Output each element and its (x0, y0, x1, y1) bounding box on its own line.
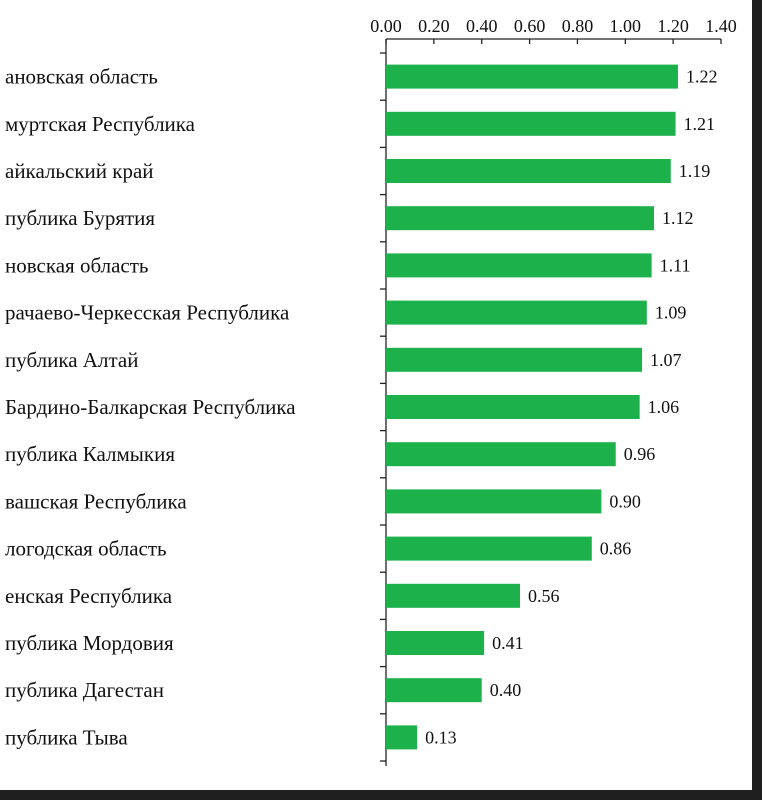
bar (386, 159, 671, 183)
category-label: публика Тыва (5, 725, 128, 749)
category-label: публика Бурятия (5, 206, 155, 230)
bar-value-label: 1.07 (650, 350, 682, 370)
bar (386, 678, 482, 703)
bar-chart: 0.00 0.20 0.40 0.60 0.80 1.00 1.20 1.40 1.22 анов… (5, 16, 737, 766)
bar (386, 253, 652, 278)
bar (386, 536, 592, 561)
bar-value-label: 0.90 (609, 491, 641, 511)
category-label: логодская область (5, 537, 167, 561)
x-tick-label: 1.20 (657, 16, 689, 36)
bar-value-label: 1.09 (655, 303, 687, 323)
bar (386, 300, 647, 325)
bar (386, 206, 655, 231)
x-tick-label: 0.00 (370, 16, 402, 36)
x-tick-label: 1.00 (610, 16, 642, 36)
bar-value-label: 1.12 (662, 208, 694, 228)
category-label: айкальский край (5, 159, 154, 183)
category-label: публика Дагестан (5, 678, 164, 702)
bar (386, 111, 676, 136)
bar-value-label: 1.19 (679, 161, 711, 181)
x-tick-label: 0.40 (466, 16, 498, 36)
x-tick-label: 0.80 (562, 16, 594, 36)
bar-value-label: 0.41 (492, 633, 524, 653)
category-label: Бардино-Балкарская Республика (5, 395, 296, 419)
category-label: енская Республика (5, 584, 173, 608)
bar (386, 64, 678, 89)
bar-value-label: 0.56 (528, 586, 560, 606)
bar (386, 442, 616, 467)
x-tick-label: 0.20 (418, 16, 450, 36)
bar (386, 725, 418, 750)
chart-canvas: 0.00 0.20 0.40 0.60 0.80 1.00 1.20 1.40 1.22 анов… (0, 0, 752, 790)
x-tick-label: 1.40 (705, 16, 737, 36)
bar-value-label: 1.11 (660, 255, 691, 275)
category-label: новская область (5, 253, 149, 277)
category-label: муртская Республика (5, 112, 196, 136)
bar-value-label: 0.86 (600, 539, 632, 559)
bar (386, 347, 643, 372)
bar (386, 631, 485, 655)
bar (386, 395, 640, 419)
bar (386, 583, 521, 608)
category-label: рачаево-Черкесская Республика (5, 301, 290, 325)
bar-value-label: 1.06 (648, 397, 680, 417)
bar-value-label: 0.96 (624, 444, 656, 464)
bar (386, 489, 602, 514)
category-label: публика Алтай (5, 348, 138, 372)
bar-value-label: 0.40 (490, 680, 521, 700)
category-label: вашская Республика (5, 489, 187, 513)
category-label: публика Мордовия (5, 631, 174, 655)
x-tick-label: 0.60 (514, 16, 546, 36)
bar-value-label: 1.21 (684, 114, 716, 134)
bar-value-label: 0.13 (425, 727, 457, 747)
bar-value-label: 1.22 (686, 67, 718, 87)
category-label: публика Калмыкия (5, 442, 175, 466)
category-label: ановская область (5, 65, 158, 89)
